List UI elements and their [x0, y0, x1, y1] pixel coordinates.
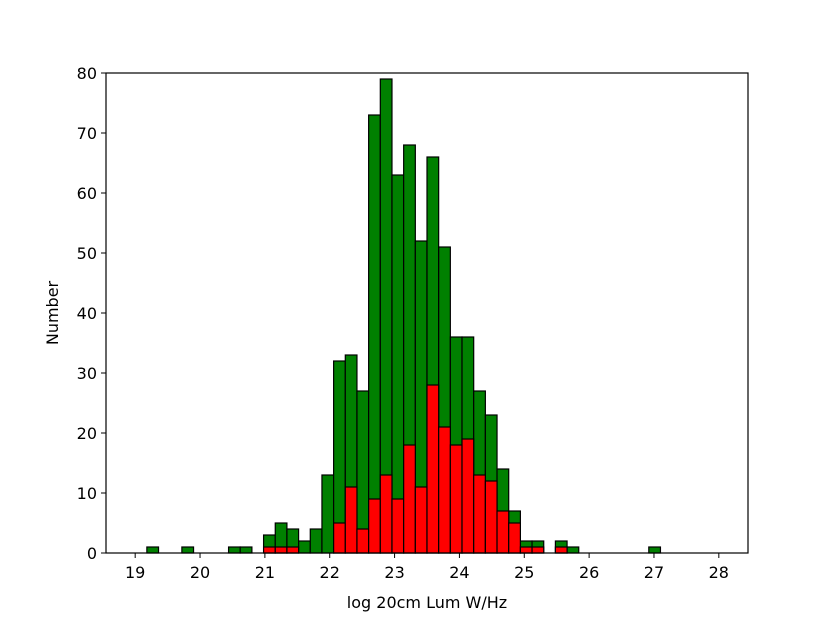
x-tick-label: 22 — [320, 563, 340, 582]
y-tick-label: 80 — [77, 64, 97, 83]
y-tick-label: 50 — [77, 244, 97, 263]
bar — [449, 444, 463, 554]
y-tick-label: 60 — [77, 184, 97, 203]
bar — [344, 486, 358, 554]
bar — [146, 546, 160, 554]
x-axis-label: log 20cm Lum W/Hz — [347, 593, 507, 612]
bar — [566, 546, 580, 554]
bar — [531, 546, 545, 554]
x-tick-label: 20 — [190, 563, 210, 582]
y-tick-label: 0 — [87, 544, 97, 563]
bar — [298, 540, 311, 554]
bar — [414, 486, 428, 554]
bar — [356, 528, 370, 554]
x-tick-label: 28 — [709, 563, 729, 582]
x-tick-label: 27 — [644, 563, 664, 582]
bar — [496, 510, 510, 554]
bar — [461, 438, 475, 554]
bar — [379, 474, 393, 554]
y-tick-label: 20 — [77, 424, 97, 443]
bar — [648, 546, 662, 554]
bar — [368, 114, 381, 554]
y-tick-label: 10 — [77, 484, 97, 503]
x-tick-label: 23 — [384, 563, 404, 582]
bar — [473, 474, 486, 554]
y-tick-label: 40 — [77, 304, 97, 323]
y-axis-label: Number — [43, 280, 62, 345]
bar — [391, 174, 405, 554]
x-tick-label: 19 — [125, 563, 145, 582]
bar — [309, 528, 323, 554]
x-tick-label: 26 — [579, 563, 599, 582]
x-tick-label: 24 — [449, 563, 469, 582]
bar — [484, 480, 498, 554]
y-tick-label: 30 — [77, 364, 97, 383]
bar — [227, 546, 241, 554]
bar — [286, 546, 300, 554]
bar — [519, 546, 533, 554]
x-tick-label: 25 — [514, 563, 534, 582]
bar — [426, 384, 440, 554]
bar — [554, 546, 568, 554]
bar — [438, 426, 451, 554]
bar — [239, 546, 253, 554]
bar — [403, 444, 416, 554]
y-tick-label: 70 — [77, 124, 97, 143]
bar — [181, 546, 195, 554]
bar — [508, 522, 521, 554]
bar — [274, 546, 288, 554]
bar — [368, 498, 381, 554]
bar — [333, 522, 346, 554]
x-tick-label: 21 — [255, 563, 275, 582]
bar — [321, 474, 335, 554]
bar — [391, 498, 405, 554]
bar — [262, 546, 276, 554]
